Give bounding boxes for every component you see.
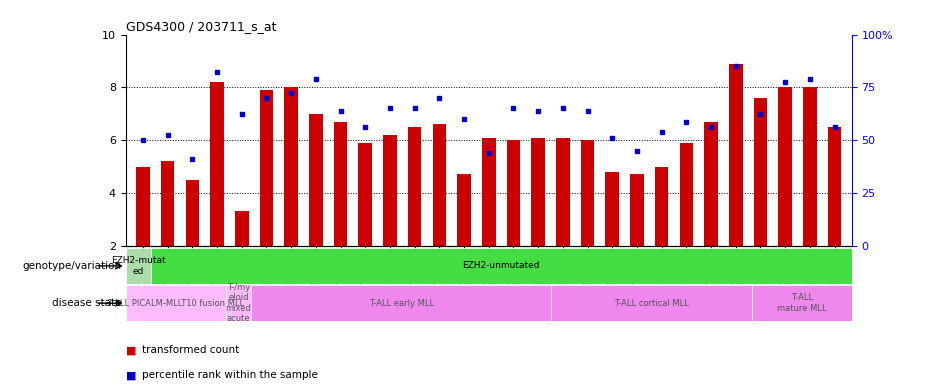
Bar <box>161 161 174 246</box>
Bar <box>506 140 520 246</box>
Bar <box>136 167 150 246</box>
Text: transformed count: transformed count <box>142 345 239 355</box>
Bar <box>482 137 495 246</box>
Text: GDS4300 / 203711_s_at: GDS4300 / 203711_s_at <box>126 20 277 33</box>
Bar <box>358 143 372 246</box>
Bar <box>250 285 551 321</box>
Bar <box>532 137 545 246</box>
Bar <box>284 88 298 246</box>
Text: T-ALL early MLL: T-ALL early MLL <box>369 299 434 308</box>
Text: EZH2-mutat
ed: EZH2-mutat ed <box>111 256 166 276</box>
Bar <box>210 82 223 246</box>
Bar <box>680 143 694 246</box>
Bar <box>334 122 347 246</box>
Bar <box>754 98 767 246</box>
Text: T-/my
eloid
mixed
acute: T-/my eloid mixed acute <box>225 283 251 323</box>
Bar <box>581 140 594 246</box>
Bar <box>778 88 792 246</box>
Bar <box>226 285 250 321</box>
Bar <box>654 167 668 246</box>
Bar <box>556 137 570 246</box>
Text: percentile rank within the sample: percentile rank within the sample <box>142 370 318 380</box>
Bar <box>126 248 151 284</box>
Text: ■: ■ <box>126 345 136 355</box>
Bar <box>630 174 643 246</box>
Text: ■: ■ <box>126 370 136 380</box>
Bar <box>433 124 446 246</box>
Bar <box>235 212 249 246</box>
Text: genotype/variation: genotype/variation <box>22 261 121 271</box>
Bar <box>309 114 323 246</box>
Bar <box>551 285 751 321</box>
Bar <box>729 64 743 246</box>
Bar <box>408 127 422 246</box>
Bar <box>803 88 816 246</box>
Text: EZH2-unmutated: EZH2-unmutated <box>463 262 540 270</box>
Bar <box>457 174 471 246</box>
Bar <box>751 285 852 321</box>
Bar <box>185 180 199 246</box>
Text: T-ALL PICALM-MLLT10 fusion MLL: T-ALL PICALM-MLLT10 fusion MLL <box>107 299 244 308</box>
Bar <box>828 127 842 246</box>
Bar <box>704 122 718 246</box>
Bar <box>384 135 397 246</box>
Text: T-ALL cortical MLL: T-ALL cortical MLL <box>614 299 689 308</box>
Bar <box>260 90 274 246</box>
Bar <box>126 285 226 321</box>
Bar <box>605 172 619 246</box>
Text: T-ALL
mature MLL: T-ALL mature MLL <box>777 293 827 313</box>
Text: disease state: disease state <box>51 298 121 308</box>
